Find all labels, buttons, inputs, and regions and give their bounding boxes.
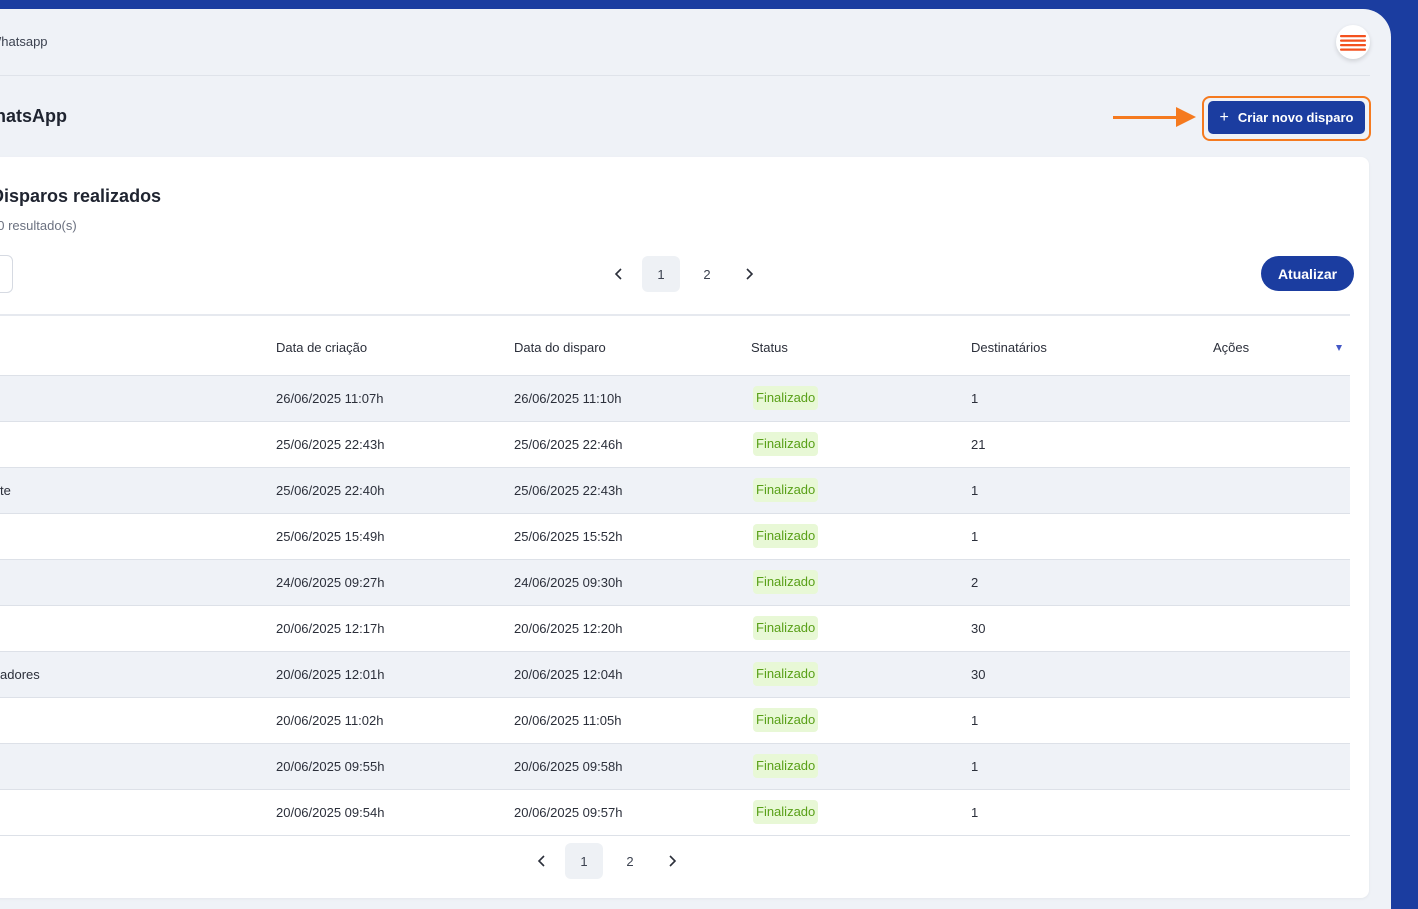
- column-header-actions: Ações: [1213, 340, 1250, 355]
- cell-sent: 20/06/2025 12:20h: [514, 621, 623, 636]
- table-row[interactable]: 20/06/2025 09:54h 20/06/2025 09:57h Fina…: [0, 789, 1350, 835]
- column-header-status[interactable]: Status: [751, 340, 788, 355]
- status-badge: Finalizado: [753, 662, 819, 686]
- cell-created: 20/06/2025 12:01h: [276, 667, 385, 682]
- status-badge: Finalizado: [753, 570, 819, 594]
- table-row[interactable]: 20/06/2025 11:02h 20/06/2025 11:05h Fina…: [0, 697, 1350, 743]
- column-header-created[interactable]: Data de criação: [276, 340, 368, 355]
- cell-recipients: 2: [971, 575, 979, 590]
- page-title: WhatsApp: [0, 106, 67, 126]
- cell-recipients: 21: [971, 437, 986, 452]
- cell-recipients: 1: [971, 805, 979, 820]
- cell-created: 20/06/2025 09:54h: [276, 805, 385, 820]
- cell-name: adores: [0, 667, 40, 682]
- cell-recipients: 30: [971, 667, 986, 682]
- table-row[interactable]: adores 20/06/2025 12:01h 20/06/2025 12:0…: [0, 651, 1350, 697]
- cell-created: 20/06/2025 12:17h: [276, 621, 385, 636]
- column-header-sent[interactable]: Data do disparo: [514, 340, 606, 355]
- status-badge: Finalizado: [753, 800, 819, 824]
- cell-recipients: 1: [971, 529, 979, 544]
- page-button-1[interactable]: 1: [565, 843, 603, 879]
- chevron-left-icon[interactable]: [612, 267, 626, 281]
- section-title: Disparos realizados: [0, 186, 162, 206]
- highlight-outline: [1202, 96, 1371, 141]
- cell-recipients: 30: [971, 621, 986, 636]
- cell-recipients: 1: [971, 483, 979, 498]
- cell-recipients: 1: [971, 713, 979, 728]
- status-badge: Finalizado: [753, 708, 819, 732]
- sort-down-icon[interactable]: [1336, 345, 1342, 351]
- breadcrumb[interactable]: Whatsapp: [0, 34, 48, 49]
- cell-sent: 20/06/2025 11:05h: [514, 713, 622, 728]
- table-row[interactable]: 20/06/2025 09:55h 20/06/2025 09:58h Fina…: [0, 743, 1350, 789]
- page-button-1[interactable]: 1: [642, 256, 680, 292]
- cell-recipients: 1: [971, 759, 979, 774]
- page-button-2[interactable]: 2: [703, 266, 711, 282]
- cell-created: 24/06/2025 09:27h: [276, 575, 385, 590]
- cell-sent: 20/06/2025 12:04h: [514, 667, 623, 682]
- status-badge: Finalizado: [753, 386, 819, 410]
- cell-sent: 20/06/2025 09:57h: [514, 805, 623, 820]
- cell-sent: 25/06/2025 15:52h: [514, 529, 623, 544]
- result-count: 10 resultado(s): [0, 218, 77, 233]
- status-badge: Finalizado: [753, 432, 819, 456]
- search-input[interactable]: [0, 255, 13, 293]
- chevron-right-icon[interactable]: [742, 267, 756, 281]
- status-badge: Finalizado: [753, 616, 819, 640]
- table-row[interactable]: 25/06/2025 22:43h 25/06/2025 22:46h Fina…: [0, 421, 1350, 467]
- table-row[interactable]: 26/06/2025 11:07h 26/06/2025 11:10h Fina…: [0, 375, 1350, 421]
- page-button-2[interactable]: 2: [626, 853, 634, 869]
- table-row[interactable]: 24/06/2025 09:27h 24/06/2025 09:30h Fina…: [0, 559, 1350, 605]
- top-bar: Whatsapp: [0, 9, 1370, 76]
- hamburger-menu-icon[interactable]: [1336, 25, 1370, 59]
- cell-sent: 25/06/2025 22:43h: [514, 483, 623, 498]
- main-panel: Whatsapp WhatsApp + Criar novo disparo D…: [0, 9, 1391, 909]
- column-header-recipients[interactable]: Destinatários: [971, 340, 1047, 355]
- cell-created: 26/06/2025 11:07h: [276, 391, 384, 406]
- chevron-right-icon[interactable]: [665, 854, 679, 868]
- create-new-dispatch-button[interactable]: + Criar novo disparo: [1208, 101, 1365, 134]
- cell-created: 20/06/2025 09:55h: [276, 759, 385, 774]
- cell-created: 25/06/2025 22:40h: [276, 483, 385, 498]
- pagination-bottom: 1 2: [535, 843, 679, 879]
- pagination-top: 1 2: [612, 256, 756, 292]
- plus-icon: +: [1219, 108, 1229, 126]
- table-bottom-border: [0, 835, 1350, 836]
- cell-sent: 26/06/2025 11:10h: [514, 391, 622, 406]
- chevron-left-icon[interactable]: [535, 854, 549, 868]
- cell-name: te: [0, 483, 11, 498]
- create-button-label: Criar novo disparo: [1237, 110, 1354, 125]
- highlight-arrow-head: [1176, 107, 1196, 127]
- cell-sent: 20/06/2025 09:58h: [514, 759, 623, 774]
- cell-created: 25/06/2025 15:49h: [276, 529, 385, 544]
- table-row[interactable]: 25/06/2025 15:49h 25/06/2025 15:52h Fina…: [0, 513, 1350, 559]
- cell-created: 25/06/2025 22:43h: [276, 437, 385, 452]
- highlight-arrow: [1113, 116, 1179, 119]
- status-badge: Finalizado: [753, 754, 819, 778]
- table-row[interactable]: te 25/06/2025 22:40h 25/06/2025 22:43h F…: [0, 467, 1350, 513]
- cell-recipients: 1: [971, 391, 979, 406]
- status-badge: Finalizado: [753, 524, 819, 548]
- cell-sent: 24/06/2025 09:30h: [514, 575, 623, 590]
- refresh-button[interactable]: Atualizar: [1261, 256, 1354, 291]
- table-row[interactable]: 20/06/2025 12:17h 20/06/2025 12:20h Fina…: [0, 605, 1350, 651]
- table-header: Data de criação Data do disparo Status D…: [0, 314, 1350, 368]
- cell-sent: 25/06/2025 22:46h: [514, 437, 623, 452]
- status-badge: Finalizado: [753, 478, 819, 502]
- table-body: 26/06/2025 11:07h 26/06/2025 11:10h Fina…: [0, 375, 1350, 836]
- cell-created: 20/06/2025 11:02h: [276, 713, 384, 728]
